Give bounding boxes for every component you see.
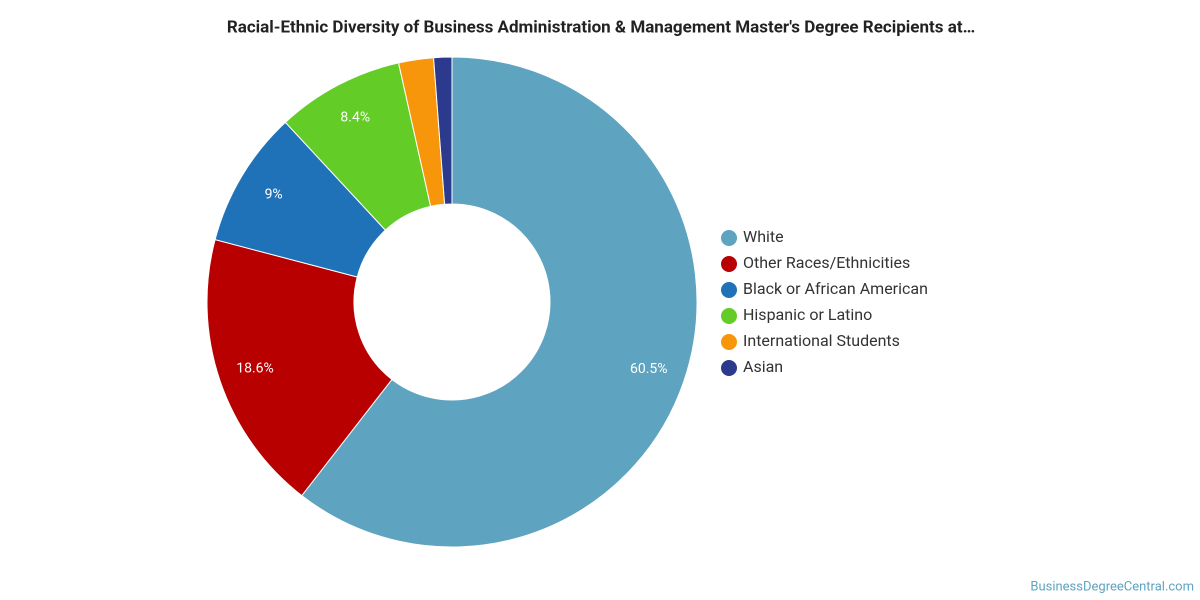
chart-title: Racial-Ethnic Diversity of Business Admi… bbox=[227, 17, 975, 37]
legend-label[interactable]: Hispanic or Latino bbox=[743, 305, 872, 324]
slice bbox=[206, 238, 393, 497]
data-label: 8.4% bbox=[340, 110, 370, 126]
legend-label[interactable]: White bbox=[743, 227, 784, 246]
legend-label[interactable]: Other Races/Ethnicities bbox=[743, 253, 910, 272]
slice bbox=[301, 56, 698, 548]
legend-swatch bbox=[721, 308, 737, 324]
slice bbox=[433, 56, 453, 205]
legend-swatch bbox=[721, 256, 737, 272]
legend-label[interactable]: Black or African American bbox=[743, 279, 928, 298]
legend-swatch bbox=[721, 282, 737, 298]
legend-swatch bbox=[721, 360, 737, 376]
data-label: 60.5% bbox=[630, 361, 668, 377]
legend-swatch bbox=[721, 334, 737, 350]
legend-label[interactable]: Asian bbox=[743, 357, 783, 376]
legend-swatch bbox=[721, 230, 737, 246]
source[interactable]: BusinessDegreeCentral.com bbox=[1030, 579, 1194, 594]
data-label: 18.6% bbox=[236, 360, 274, 376]
legend-label[interactable]: International Students bbox=[743, 331, 900, 350]
data-label: 9% bbox=[265, 187, 283, 203]
